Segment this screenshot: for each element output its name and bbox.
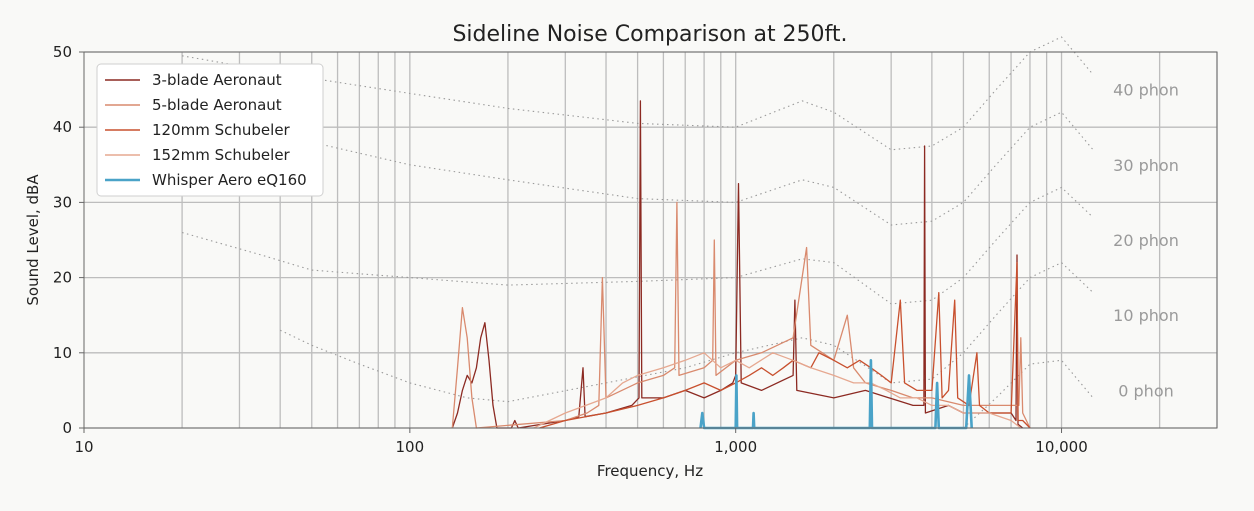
phon-label: 20 phon xyxy=(1113,231,1179,250)
plot-frame xyxy=(83,51,1218,429)
x-tick-label: 1,000 xyxy=(714,438,757,456)
legend-entry: 3-blade Aeronaut xyxy=(152,71,282,89)
y-tick-label: 40 xyxy=(53,118,72,136)
x-tick-label: 10 xyxy=(74,438,93,456)
y-tick-label: 0 xyxy=(62,419,72,437)
phon-label: 10 phon xyxy=(1113,306,1179,325)
phon-label: 40 phon xyxy=(1113,81,1179,100)
legend: 3-blade Aeronaut 5-blade Aeronaut 120mm Sc… xyxy=(96,63,324,197)
legend-entry: Whisper Aero eQ160 xyxy=(152,171,307,189)
x-axis-label: Frequency, Hz xyxy=(597,462,703,480)
series-line xyxy=(533,352,1022,429)
phon-label: 0 phon xyxy=(1118,381,1174,400)
phon-contour xyxy=(181,186,1094,305)
phon-label: 30 phon xyxy=(1113,156,1179,175)
y-axis-label: Sound Level, dBA xyxy=(24,174,42,306)
y-tick-label: 10 xyxy=(53,344,72,362)
legend-entry: 5-blade Aeronaut xyxy=(152,96,282,114)
phon-contour xyxy=(963,359,1094,429)
x-tick-label: 10,000 xyxy=(1035,438,1088,456)
series-line xyxy=(539,261,1031,429)
y-tick-label: 50 xyxy=(53,43,72,61)
y-tick-label: 30 xyxy=(53,193,72,211)
phon-contour xyxy=(279,261,1094,403)
y-tick-label: 20 xyxy=(53,269,72,287)
legend-box xyxy=(96,63,324,197)
legend-entry: 152mm Schubeler xyxy=(152,146,291,164)
phon-curves: 40 phon 30 phon 20 phon 10 phon 0 phon xyxy=(181,36,1179,429)
legend-entry: 120mm Schubeler xyxy=(152,121,291,139)
x-tick-label: 100 xyxy=(396,438,425,456)
chart-title: Sideline Noise Comparison at 250ft. xyxy=(452,22,847,47)
